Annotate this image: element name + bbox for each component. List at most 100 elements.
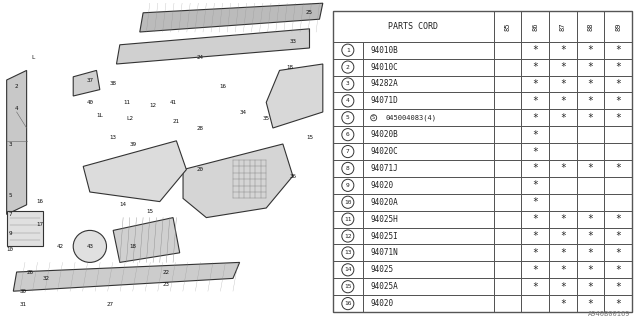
- Bar: [333, 194, 363, 211]
- Text: *: *: [532, 45, 538, 55]
- Bar: [363, 143, 494, 160]
- Text: *: *: [560, 248, 566, 258]
- Bar: [549, 126, 577, 143]
- Bar: [522, 109, 549, 126]
- Text: 86: 86: [532, 22, 538, 31]
- Text: *: *: [615, 299, 621, 308]
- Text: *: *: [560, 265, 566, 275]
- Bar: [577, 295, 604, 312]
- Text: 32: 32: [43, 276, 50, 281]
- Text: 94025: 94025: [371, 265, 394, 274]
- Bar: [577, 160, 604, 177]
- Polygon shape: [6, 70, 27, 214]
- Text: 94010C: 94010C: [371, 63, 398, 72]
- Bar: [522, 211, 549, 228]
- Bar: [363, 194, 494, 211]
- Bar: [549, 92, 577, 109]
- Text: 21: 21: [173, 119, 180, 124]
- Bar: [577, 211, 604, 228]
- Text: 2: 2: [346, 65, 349, 69]
- Bar: [522, 143, 549, 160]
- Text: *: *: [588, 214, 593, 224]
- Text: 30: 30: [20, 289, 27, 294]
- Text: 26: 26: [26, 269, 33, 275]
- Bar: [577, 177, 604, 194]
- Circle shape: [73, 230, 106, 262]
- Bar: [522, 295, 549, 312]
- Text: 16: 16: [344, 301, 351, 306]
- Text: 10: 10: [344, 200, 351, 205]
- Bar: [604, 143, 632, 160]
- Bar: [363, 211, 494, 228]
- Text: 37: 37: [86, 77, 93, 83]
- Bar: [549, 261, 577, 278]
- Bar: [577, 143, 604, 160]
- Bar: [333, 295, 363, 312]
- Text: 87: 87: [560, 22, 566, 31]
- Bar: [549, 59, 577, 76]
- Bar: [333, 11, 494, 42]
- Text: 22: 22: [163, 269, 170, 275]
- Text: 39: 39: [130, 141, 136, 147]
- Text: 35: 35: [263, 116, 269, 121]
- Bar: [333, 92, 363, 109]
- Bar: [604, 261, 632, 278]
- Text: *: *: [560, 164, 566, 173]
- Text: 3: 3: [346, 82, 349, 86]
- Text: *: *: [615, 282, 621, 292]
- Text: *: *: [588, 299, 593, 308]
- Polygon shape: [266, 64, 323, 128]
- Bar: [604, 228, 632, 244]
- Text: 25: 25: [306, 10, 313, 15]
- Bar: [577, 11, 604, 42]
- Bar: [522, 59, 549, 76]
- Bar: [494, 261, 522, 278]
- Text: 42: 42: [56, 244, 63, 249]
- Bar: [577, 126, 604, 143]
- Text: 16: 16: [36, 199, 44, 204]
- Text: 94071J: 94071J: [371, 164, 398, 173]
- Text: 045004083(4): 045004083(4): [386, 115, 437, 121]
- Bar: [604, 244, 632, 261]
- Bar: [494, 211, 522, 228]
- Bar: [494, 11, 522, 42]
- Text: 17: 17: [36, 221, 44, 227]
- Text: *: *: [532, 180, 538, 190]
- Bar: [549, 76, 577, 92]
- Text: 1L: 1L: [97, 113, 103, 118]
- Bar: [333, 228, 363, 244]
- Text: *: *: [615, 164, 621, 173]
- Text: 16: 16: [220, 84, 227, 89]
- Text: *: *: [588, 62, 593, 72]
- Text: 94020: 94020: [371, 299, 394, 308]
- Bar: [522, 160, 549, 177]
- Text: *: *: [588, 113, 593, 123]
- Bar: [549, 109, 577, 126]
- Text: *: *: [532, 282, 538, 292]
- Bar: [333, 261, 363, 278]
- Text: *: *: [560, 96, 566, 106]
- Bar: [333, 143, 363, 160]
- Text: *: *: [560, 214, 566, 224]
- Text: *: *: [532, 248, 538, 258]
- Bar: [363, 126, 494, 143]
- Text: *: *: [615, 265, 621, 275]
- Polygon shape: [13, 262, 239, 291]
- Text: 43: 43: [86, 244, 93, 249]
- Bar: [494, 160, 522, 177]
- Text: 94025A: 94025A: [371, 282, 398, 291]
- Bar: [549, 211, 577, 228]
- Bar: [494, 143, 522, 160]
- Bar: [363, 160, 494, 177]
- Bar: [333, 76, 363, 92]
- Text: 14: 14: [344, 267, 351, 272]
- Text: 13: 13: [344, 251, 351, 255]
- Text: *: *: [560, 113, 566, 123]
- Text: L: L: [31, 55, 35, 60]
- Text: 88: 88: [588, 22, 593, 31]
- Text: *: *: [588, 79, 593, 89]
- Polygon shape: [6, 211, 44, 246]
- Text: 38: 38: [109, 81, 116, 86]
- Text: *: *: [615, 113, 621, 123]
- Bar: [549, 143, 577, 160]
